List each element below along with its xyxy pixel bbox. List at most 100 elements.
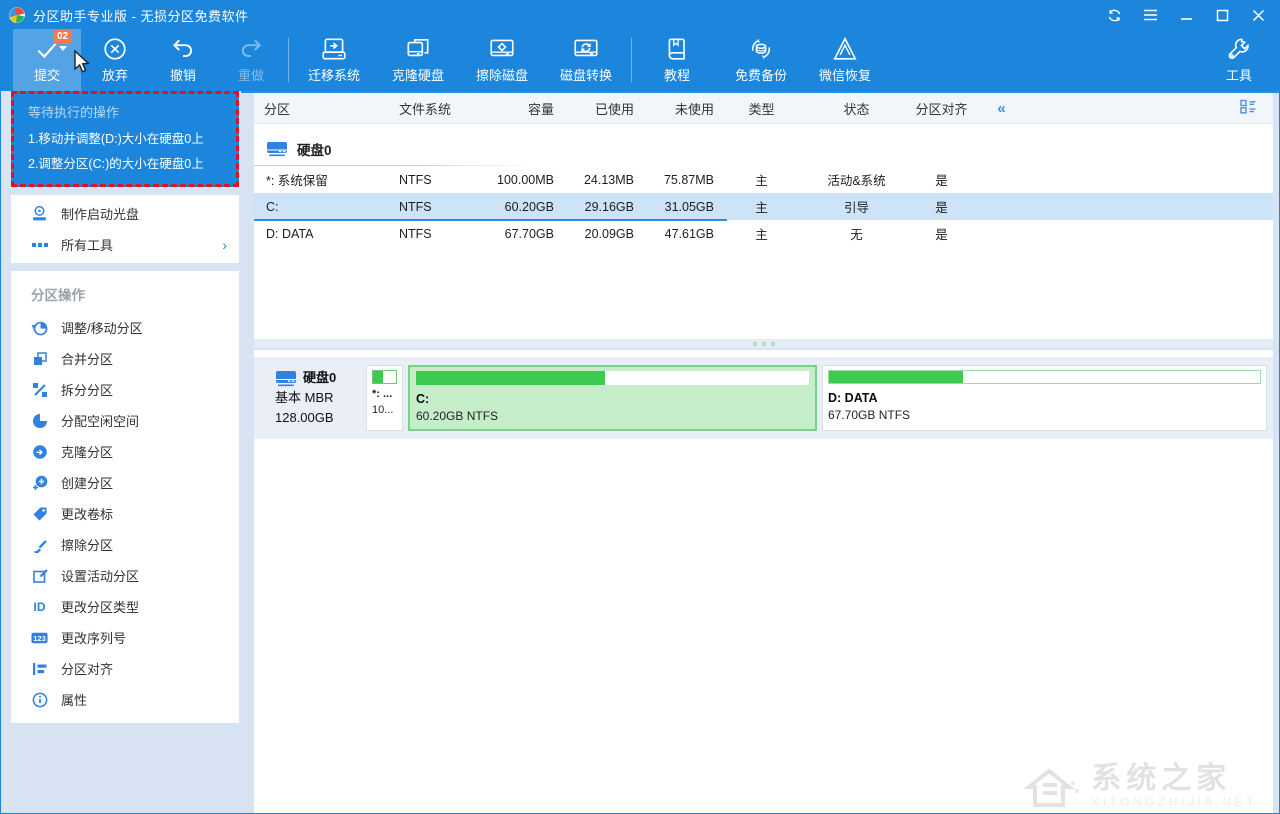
- create-partition-icon: [31, 474, 48, 491]
- boot-disc-icon: [31, 205, 48, 222]
- menu-icon[interactable]: [1137, 4, 1163, 26]
- disk-info-block[interactable]: 硬盘0 基本 MBR 128.00GB: [259, 368, 361, 428]
- clone-disk-button[interactable]: 克隆硬盘: [376, 29, 460, 91]
- partition-box-system-reserved[interactable]: *: ... 10...: [366, 365, 403, 431]
- disk-icon: [276, 370, 296, 386]
- undo-icon: [172, 39, 193, 58]
- disk-map-size: 128.00GB: [275, 410, 334, 425]
- partition-size: 10...: [372, 404, 394, 416]
- partition-box-d-data[interactable]: D: DATA 67.70GB NTFS: [822, 365, 1267, 431]
- wipe-disk-button[interactable]: 擦除磁盘: [460, 29, 544, 91]
- disk-map-name: 硬盘0: [303, 370, 337, 385]
- panel-splitter[interactable]: [254, 339, 1273, 348]
- chevron-right-icon: ›: [222, 236, 227, 253]
- split-partition-icon: [31, 381, 48, 398]
- titlebar: 分区助手专业版 - 无损分区免费软件: [1, 1, 1279, 29]
- sidebar-item-set-active[interactable]: 设置活动分区: [11, 560, 239, 591]
- wechat-recovery-button[interactable]: 微信恢复: [803, 29, 887, 91]
- clone-disk-icon: [407, 39, 429, 57]
- col-used: 已使用: [594, 101, 634, 117]
- partition-box-c-selected[interactable]: C: 60.20GB NTFS: [408, 365, 817, 431]
- sidebar-item-allocate-free-space[interactable]: 分配空闲空间: [11, 405, 239, 436]
- table-row-system-reserved[interactable]: *: 系统保留 NTFS 100.00MB 24.13MB 75.87MB 主 …: [266, 172, 948, 189]
- info-icon: [31, 691, 48, 708]
- col-status: 状态: [843, 101, 870, 117]
- convert-disk-button[interactable]: 磁盘转换: [544, 29, 628, 91]
- pending-item: 1.移动并调整(D:)大小在硬盘0上: [28, 132, 204, 146]
- pending-count-badge: 02: [53, 30, 73, 44]
- watermark: 系统之家 XITONGZHIJIA.NET: [1023, 763, 1257, 809]
- redo-button[interactable]: 重做: [217, 29, 285, 91]
- sidebar-item-clone-partition[interactable]: 克隆分区: [11, 436, 239, 467]
- wipe-disk-icon: [490, 39, 514, 57]
- free-backup-button[interactable]: 免费备份: [719, 29, 803, 91]
- partition-info: 60.20GB NTFS: [416, 409, 499, 423]
- brush-icon: [31, 536, 48, 553]
- partition-info: 67.70GB NTFS: [828, 408, 911, 422]
- col-filesystem: 文件系统: [399, 101, 452, 117]
- discard-button[interactable]: 放弃: [81, 29, 149, 91]
- pending-item: 2.调整分区(C:)的大小在硬盘0上: [28, 157, 204, 171]
- window-controls: [1101, 4, 1271, 26]
- disk-group-label: 硬盘0: [297, 143, 332, 158]
- sidebar-item-split[interactable]: 拆分分区: [11, 374, 239, 405]
- sidebar-item-change-label[interactable]: 更改卷标: [11, 498, 239, 529]
- serial-number-icon: 123: [31, 629, 48, 646]
- sidebar-item-alignment[interactable]: 分区对齐: [11, 653, 239, 684]
- partition-align-icon: [31, 660, 48, 677]
- allocate-free-space-icon: [31, 412, 48, 429]
- badge-dropdown-caret: [59, 46, 67, 51]
- close-icon[interactable]: [1245, 4, 1271, 26]
- tag-icon: [31, 505, 48, 522]
- col-alignment: 分区对齐: [915, 101, 968, 117]
- maximize-icon[interactable]: [1209, 4, 1235, 26]
- book-icon: [668, 38, 685, 60]
- disk-map-type: 基本 MBR: [275, 390, 334, 405]
- disk-group-row[interactable]: 硬盘0: [254, 132, 1273, 166]
- sidebar-item-create-partition[interactable]: 创建分区: [11, 467, 239, 498]
- app-logo-icon: [9, 7, 25, 23]
- undo-button[interactable]: 撤销: [149, 29, 217, 91]
- col-unused: 未使用: [674, 101, 714, 117]
- pending-title: 等待执行的操作: [28, 105, 120, 120]
- list-view-icon[interactable]: [1240, 99, 1273, 117]
- sidebar-item-all-tools[interactable]: 所有工具 ›: [11, 229, 239, 260]
- main-area: 分区 文件系统 容量 已使用 未使用 类型 状态 分区对齐 «: [241, 91, 1279, 813]
- migrate-system-button[interactable]: 迁移系统: [292, 29, 376, 91]
- table-row-d-data[interactable]: D: DATA NTFS 67.70GB 20.09GB 47.61GB 主 无…: [266, 226, 948, 243]
- pending-operations-box: 等待执行的操作 1.移动并调整(D:)大小在硬盘0上 2.调整分区(C:)的大小…: [11, 91, 239, 187]
- minimize-icon[interactable]: [1173, 4, 1199, 26]
- submit-button[interactable]: 02 提交: [13, 29, 81, 91]
- table-header: 分区 文件系统 容量 已使用 未使用 类型 状态 分区对齐 «: [254, 93, 1273, 124]
- tools-button[interactable]: 工具: [1205, 29, 1273, 91]
- tutorial-button[interactable]: 教程: [635, 29, 719, 91]
- col-partition: 分区: [264, 101, 291, 117]
- toolbar: 02 提交 放弃 撤销 重做 迁移系统 克隆硬盘 擦除磁盘: [1, 29, 1279, 91]
- partition-label: C:: [416, 392, 430, 406]
- convert-disk-icon: [574, 39, 598, 57]
- collapse-columns-icon[interactable]: «: [997, 99, 1006, 117]
- watermark-logo-icon: [1023, 768, 1080, 807]
- partition-label: *: ...: [372, 388, 393, 400]
- sidebar-item-wipe-partition[interactable]: 擦除分区: [11, 529, 239, 560]
- sidebar-item-properties[interactable]: 属性: [11, 684, 239, 715]
- sidebar-item-change-type[interactable]: ID 更改分区类型: [11, 591, 239, 622]
- disk-map-panel: 硬盘0 基本 MBR 128.00GB *: ... 10...: [254, 350, 1273, 813]
- partition-table-panel: 分区 文件系统 容量 已使用 未使用 类型 状态 分区对齐 «: [254, 93, 1273, 339]
- col-type: 类型: [748, 101, 775, 117]
- watermark-name: 系统之家: [1091, 762, 1232, 795]
- sidebar-item-change-serial[interactable]: 123 更改序列号: [11, 622, 239, 653]
- circle-x-icon: [104, 38, 126, 60]
- table-row-c-selected[interactable]: C: NTFS 60.20GB 29.16GB 31.05GB 主 引导 是: [254, 193, 1273, 221]
- backup-icon: [751, 39, 771, 59]
- selection-underline: [254, 219, 727, 221]
- migrate-system-icon: [322, 38, 346, 60]
- refresh-icon[interactable]: [1101, 4, 1127, 26]
- merge-partitions-icon: [31, 350, 48, 367]
- sidebar-item-resize-move[interactable]: 调整/移动分区: [11, 312, 239, 343]
- sidebar-item-merge[interactable]: 合并分区: [11, 343, 239, 374]
- usage-bar: [416, 371, 809, 385]
- sidebar-item-make-boot-disc[interactable]: 制作启动光盘: [11, 198, 239, 229]
- window-title: 分区助手专业版 - 无损分区免费软件: [33, 8, 249, 24]
- wechat-recovery-icon: [833, 36, 857, 60]
